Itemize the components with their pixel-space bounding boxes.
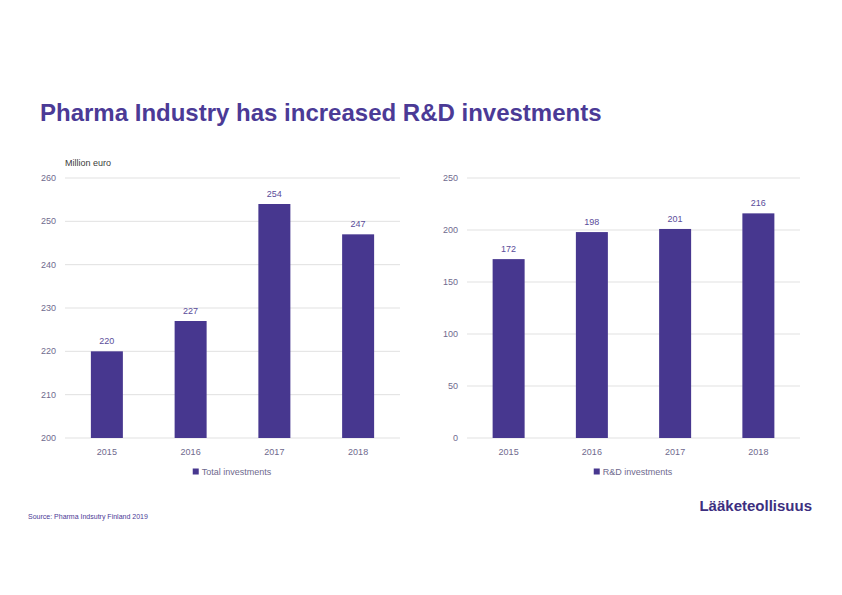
data-label: 220 bbox=[99, 336, 114, 346]
bars bbox=[493, 213, 775, 438]
tick-label: 250 bbox=[443, 173, 458, 183]
legend-label: R&D investments bbox=[603, 467, 673, 477]
legend: R&D investments bbox=[594, 467, 673, 477]
bar bbox=[91, 351, 123, 438]
tick-label: 240 bbox=[41, 260, 56, 270]
data-label: 198 bbox=[584, 217, 599, 227]
grid-line bbox=[65, 178, 400, 179]
bar bbox=[742, 213, 774, 438]
tick-label: 260 bbox=[41, 173, 56, 183]
category-label: 2017 bbox=[264, 447, 284, 457]
source: Source: Pharma Indsutry Finland 2019 bbox=[28, 513, 148, 521]
data-label: 172 bbox=[501, 244, 516, 254]
logo: Lääketeollisuus bbox=[699, 497, 812, 514]
category-label: 2015 bbox=[499, 447, 519, 457]
legend-swatch bbox=[193, 469, 199, 475]
category-label: 2016 bbox=[181, 447, 201, 457]
grid-line bbox=[467, 178, 800, 179]
bar bbox=[342, 234, 374, 438]
title: Pharma Industry has increased R&D invest… bbox=[40, 99, 602, 126]
data-label: 227 bbox=[183, 306, 198, 316]
tick-label: 210 bbox=[41, 390, 56, 400]
tick-label: 150 bbox=[443, 277, 458, 287]
background bbox=[0, 0, 842, 595]
bar bbox=[258, 204, 290, 438]
axis-label: Million euro bbox=[65, 158, 111, 168]
page: Pharma Industry has increased R&D invest… bbox=[0, 0, 842, 595]
legend: Total investments bbox=[193, 467, 272, 477]
bar bbox=[175, 321, 207, 438]
category-label: 2018 bbox=[348, 447, 368, 457]
chart: 0 50 100 150 200 250 2015 2016 2017 2018 172 198 201… bbox=[443, 173, 800, 477]
category-label: 2018 bbox=[748, 447, 768, 457]
tick-label: 0 bbox=[453, 433, 458, 443]
bar bbox=[659, 229, 691, 438]
tick-label: 220 bbox=[41, 346, 56, 356]
tick-label: 200 bbox=[443, 225, 458, 235]
category-label: 2017 bbox=[665, 447, 685, 457]
category-label: 2015 bbox=[97, 447, 117, 457]
data-label: 254 bbox=[267, 189, 282, 199]
tick-label: 250 bbox=[41, 216, 56, 226]
bar bbox=[493, 259, 525, 438]
data-label: 247 bbox=[351, 219, 366, 229]
tick-label: 100 bbox=[443, 329, 458, 339]
slide: Pharma Industry has increased R&D invest… bbox=[0, 0, 842, 595]
bars bbox=[91, 204, 374, 438]
tick-label: 200 bbox=[41, 433, 56, 443]
chart: 200 210 220 230 240 250 260 Million euro 2015 201… bbox=[41, 158, 400, 477]
data-label: 201 bbox=[668, 214, 683, 224]
data-label: 216 bbox=[751, 198, 766, 208]
tick-label: 230 bbox=[41, 303, 56, 313]
legend-swatch bbox=[594, 469, 600, 475]
tick-label: 50 bbox=[448, 381, 458, 391]
legend-label: Total investments bbox=[202, 467, 272, 477]
bar bbox=[576, 232, 608, 438]
category-label: 2016 bbox=[582, 447, 602, 457]
